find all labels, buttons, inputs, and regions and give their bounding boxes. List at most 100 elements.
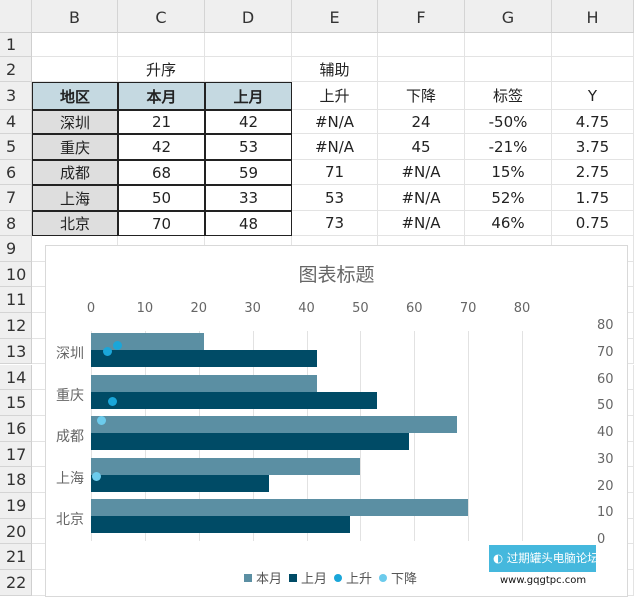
data-cell[interactable]: #N/A <box>292 134 378 160</box>
data-cell[interactable]: 42 <box>118 134 205 160</box>
row-header-16[interactable]: 16 <box>0 415 32 442</box>
legend-item[interactable]: 上月 <box>289 568 327 587</box>
cell[interactable] <box>465 33 552 57</box>
data-cell[interactable]: 成都 <box>32 160 118 185</box>
data-cell[interactable]: 53 <box>205 134 292 160</box>
data-cell[interactable]: 45 <box>378 134 465 160</box>
data-cell[interactable]: 2.75 <box>552 160 634 185</box>
bar-上月[interactable] <box>91 391 377 409</box>
row-header-13[interactable]: 13 <box>0 338 32 365</box>
data-cell[interactable]: 59 <box>205 160 292 185</box>
header-cell[interactable]: Y <box>552 82 634 110</box>
data-cell[interactable]: -50% <box>465 110 552 134</box>
chart[interactable]: 图表标题 0 10 20 30 40 50 60 70 80 80 70 60 50 40 30 20 10 0 深… <box>45 245 628 597</box>
legend-item[interactable]: 上升 <box>334 568 372 587</box>
header-cell[interactable]: 上月 <box>205 82 292 110</box>
cell[interactable] <box>32 57 118 82</box>
row-header-22[interactable]: 22 <box>0 570 32 596</box>
cell[interactable] <box>378 57 465 82</box>
header-cell[interactable]: 上升 <box>292 82 378 110</box>
cell-label[interactable]: 升序 <box>118 57 205 82</box>
data-cell[interactable]: 北京 <box>32 211 118 236</box>
row-header-9[interactable]: 9 <box>0 236 32 262</box>
column-header-F[interactable]: F <box>378 0 465 33</box>
bar-本月[interactable] <box>91 499 469 517</box>
data-cell[interactable]: 上海 <box>32 185 118 211</box>
bar-上月[interactable] <box>91 516 350 534</box>
cell[interactable] <box>118 33 205 57</box>
column-header-C[interactable]: C <box>118 0 205 33</box>
data-cell[interactable]: 70 <box>118 211 205 236</box>
legend-item[interactable]: 本月 <box>244 568 282 587</box>
data-cell[interactable]: 重庆 <box>32 134 118 160</box>
cell-label[interactable]: 辅助 <box>292 57 378 82</box>
header-cell[interactable]: 下降 <box>378 82 465 110</box>
row-header-20[interactable]: 20 <box>0 518 32 545</box>
bar-上月[interactable] <box>91 433 409 451</box>
row-header-1[interactable]: 1 <box>0 33 32 57</box>
row-header-18[interactable]: 18 <box>0 467 32 493</box>
data-cell[interactable]: -21% <box>465 134 552 160</box>
data-cell[interactable]: 24 <box>378 110 465 134</box>
cell[interactable] <box>552 33 634 57</box>
row-header-5[interactable]: 5 <box>0 134 32 160</box>
row-header-3[interactable]: 3 <box>0 82 32 110</box>
row-header-11[interactable]: 11 <box>0 287 32 314</box>
bar-上月[interactable] <box>91 474 269 492</box>
data-cell[interactable]: 33 <box>205 185 292 211</box>
row-header-7[interactable]: 7 <box>0 185 32 211</box>
column-header-G[interactable]: G <box>465 0 552 33</box>
data-cell[interactable]: #N/A <box>292 110 378 134</box>
data-cell[interactable]: 53 <box>292 185 378 211</box>
data-cell[interactable]: 48 <box>205 211 292 236</box>
data-cell[interactable]: #N/A <box>378 185 465 211</box>
bar-上月[interactable] <box>91 350 318 367</box>
data-cell[interactable]: 21 <box>118 110 205 134</box>
cell[interactable] <box>552 57 634 82</box>
bar-本月[interactable] <box>91 457 361 475</box>
data-cell[interactable]: #N/A <box>378 160 465 185</box>
row-header-2[interactable]: 2 <box>0 57 32 82</box>
bar-本月[interactable] <box>91 416 458 434</box>
point-上升[interactable] <box>113 341 123 351</box>
row-header-21[interactable]: 21 <box>0 544 32 571</box>
data-cell[interactable]: 42 <box>205 110 292 134</box>
data-cell[interactable]: 4.75 <box>552 110 634 134</box>
row-header-4[interactable]: 4 <box>0 110 32 134</box>
column-header-D[interactable]: D <box>205 0 292 33</box>
data-cell[interactable]: 15% <box>465 160 552 185</box>
data-cell[interactable]: 71 <box>292 160 378 185</box>
data-cell[interactable]: 3.75 <box>552 134 634 160</box>
row-header-19[interactable]: 19 <box>0 493 32 519</box>
data-cell[interactable]: 深圳 <box>32 110 118 134</box>
data-cell[interactable]: 0.75 <box>552 211 634 236</box>
data-cell[interactable]: 1.75 <box>552 185 634 211</box>
legend-item[interactable]: 下降 <box>379 568 417 587</box>
bar-本月[interactable] <box>91 374 318 392</box>
point-上升[interactable] <box>108 397 118 407</box>
row-header-6[interactable]: 6 <box>0 160 32 185</box>
header-cell[interactable]: 地区 <box>32 82 118 110</box>
cell[interactable] <box>32 33 118 57</box>
data-cell[interactable]: 73 <box>292 211 378 236</box>
row-header-15[interactable]: 15 <box>0 390 32 416</box>
cell[interactable] <box>465 57 552 82</box>
data-cell[interactable]: 68 <box>118 160 205 185</box>
row-header-14[interactable]: 14 <box>0 364 32 391</box>
data-cell[interactable]: 52% <box>465 185 552 211</box>
header-cell[interactable]: 本月 <box>118 82 205 110</box>
cell[interactable] <box>205 57 292 82</box>
cell[interactable] <box>292 33 378 57</box>
data-cell[interactable]: 46% <box>465 211 552 236</box>
point-上升[interactable] <box>102 346 112 356</box>
select-all-corner[interactable] <box>0 0 32 33</box>
row-header-17[interactable]: 17 <box>0 441 32 468</box>
data-cell[interactable]: 50 <box>118 185 205 211</box>
row-header-10[interactable]: 10 <box>0 261 32 288</box>
cell[interactable] <box>378 33 465 57</box>
row-header-12[interactable]: 12 <box>0 313 32 339</box>
point-下降[interactable] <box>91 472 101 482</box>
column-header-H[interactable]: H <box>552 0 634 33</box>
header-cell[interactable]: 标签 <box>465 82 552 110</box>
column-header-B[interactable]: B <box>32 0 118 33</box>
